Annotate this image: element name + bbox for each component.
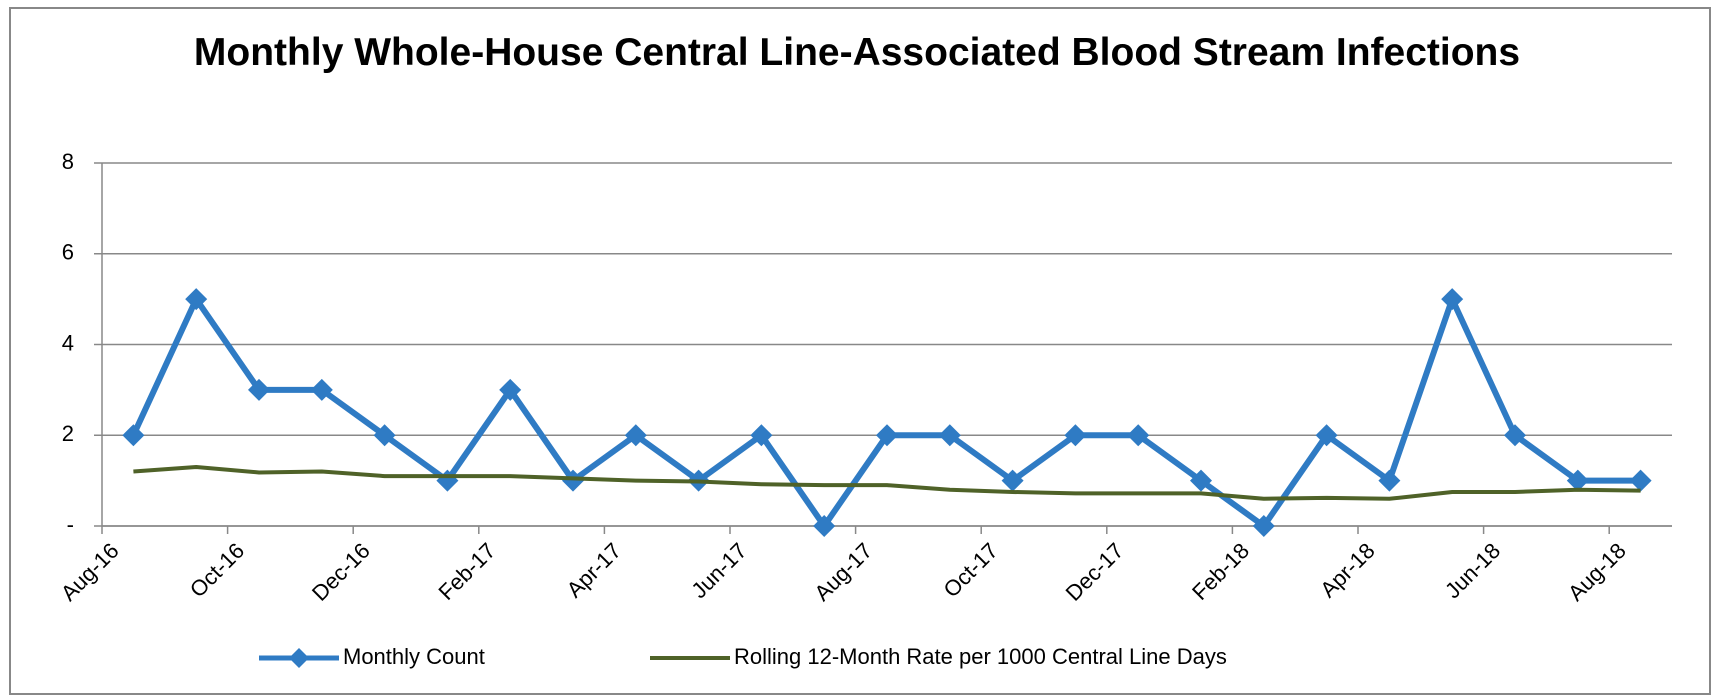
y-tick-label: 6 — [62, 240, 74, 265]
data-point — [1001, 469, 1024, 492]
legend-label: Monthly Count — [343, 644, 485, 669]
data-point — [813, 515, 836, 537]
data-point — [1566, 469, 1589, 492]
series-line — [133, 465, 1641, 501]
y-tick-label: - — [67, 512, 74, 537]
data-point — [750, 424, 773, 447]
data-point — [876, 424, 898, 447]
data-point — [1315, 424, 1338, 447]
data-point — [1504, 424, 1526, 447]
y-tick-label: 4 — [62, 330, 74, 355]
y-tick-label: 2 — [62, 421, 74, 446]
data-point — [122, 424, 145, 447]
data-point — [1064, 424, 1087, 447]
data-point — [938, 424, 961, 447]
data-point — [1378, 469, 1401, 492]
data-point — [373, 424, 396, 447]
legend-marker — [289, 648, 309, 668]
chart-title: Monthly Whole-House Central Line-Associa… — [193, 31, 1521, 74]
legend-label: Rolling 12-Month Rate per 1000 Central L… — [734, 644, 1227, 669]
data-point — [499, 378, 522, 401]
data-point — [1252, 515, 1275, 537]
data-point — [1629, 469, 1652, 492]
data-point — [624, 424, 647, 447]
data-point — [1190, 469, 1212, 492]
data-point — [1441, 288, 1464, 311]
data-point — [310, 378, 333, 401]
chart-border — [9, 7, 1711, 695]
data-point — [1127, 424, 1150, 447]
data-point — [562, 469, 584, 492]
data-point — [248, 378, 270, 401]
y-tick-label: 8 — [62, 149, 74, 174]
data-point — [185, 288, 208, 311]
